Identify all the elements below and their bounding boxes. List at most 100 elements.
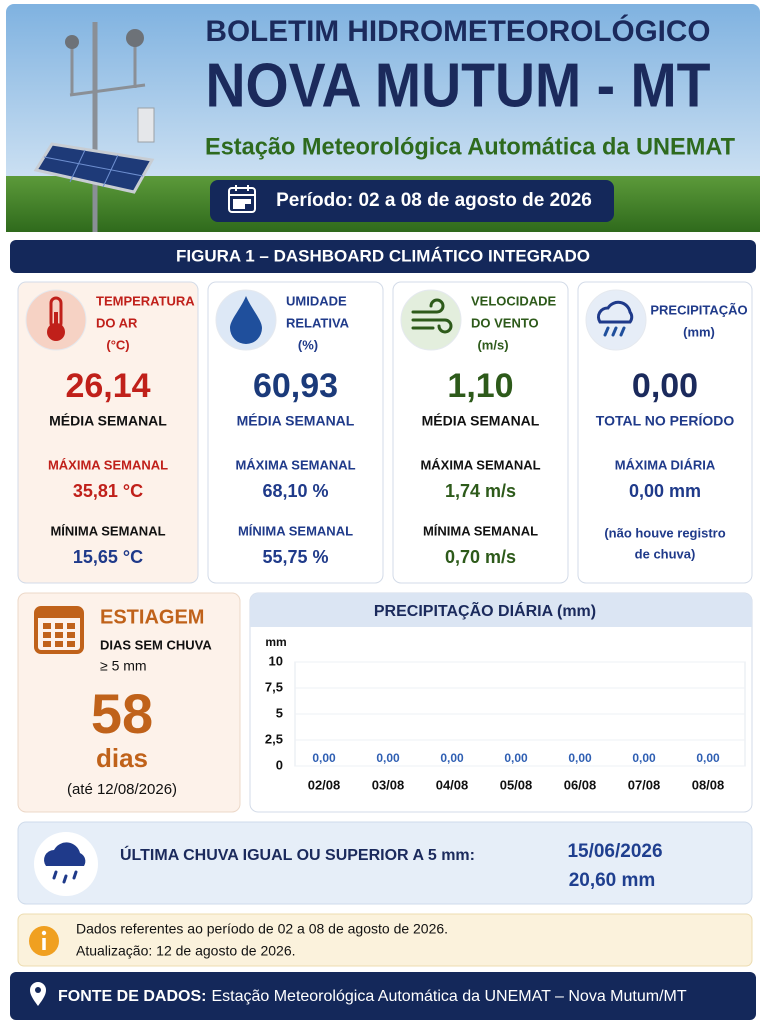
- icon-part: [47, 323, 65, 341]
- card-min-value: 15,65 °C: [73, 547, 143, 567]
- chart-title: PRECIPITAÇÃO DIÁRIA (mm): [374, 600, 596, 620]
- icon-part: [55, 641, 63, 647]
- icon-part: [55, 623, 63, 629]
- estiagem-title: ESTIAGEM: [100, 606, 204, 628]
- icon-part: [43, 641, 51, 647]
- note-box: [17, 913, 753, 967]
- estiagem-box: [17, 592, 241, 813]
- estiagem-days: 58: [91, 682, 153, 745]
- value-label: 0,00: [504, 751, 528, 765]
- footer-text: Estação Meteorológica Automática da UNEM…: [211, 988, 686, 1005]
- y-tick-label: 10: [269, 653, 283, 668]
- card-main-label: MÉDIA SEMANAL: [237, 413, 355, 429]
- x-tick-label: 06/08: [564, 777, 597, 792]
- pin-icon: [30, 982, 46, 1006]
- info-icon-dot: [41, 930, 47, 936]
- card-icon: [47, 296, 65, 341]
- card: [392, 281, 569, 584]
- icon-part: [67, 632, 75, 638]
- header-title: BOLETIM HIDROMETEOROLÓGICO: [206, 14, 711, 48]
- card-heading: TEMPERATURA: [96, 293, 195, 308]
- last-rain-box: [17, 821, 753, 905]
- icon-part: [36, 608, 82, 618]
- card-min-label: MÍNIMA SEMANAL: [238, 523, 353, 538]
- card-note: de chuva): [635, 546, 696, 561]
- calendar-icon: [228, 185, 256, 213]
- card-main-value: 26,14: [65, 367, 150, 405]
- card: [17, 281, 199, 584]
- value-label: 0,00: [632, 751, 656, 765]
- last-rain-icon: [44, 842, 86, 866]
- icon-part: [55, 632, 63, 638]
- value-label: 0,00: [440, 751, 464, 765]
- value-label: 0,00: [376, 751, 400, 765]
- header-city: NOVA MUTUM - MT: [206, 51, 711, 120]
- icon-part: [230, 296, 262, 344]
- card-icon: [230, 296, 262, 344]
- card-icon: [411, 298, 453, 334]
- pin-hole: [35, 987, 41, 993]
- period-pill: [210, 180, 614, 222]
- card-icon: [596, 300, 634, 337]
- icon-part: [596, 300, 634, 324]
- icon-part: [411, 298, 445, 314]
- card-max-value: 1,74 m/s: [445, 481, 516, 501]
- icon-part: [619, 326, 626, 337]
- chart-header: [250, 593, 752, 627]
- value-label: 0,00: [696, 751, 720, 765]
- card-icon-bg: [585, 289, 647, 351]
- card-heading: PRECIPITAÇÃO: [650, 302, 747, 317]
- card-heading: DO VENTO: [471, 315, 539, 330]
- card-min-value: 0,70 m/s: [445, 547, 516, 567]
- card-main-label: TOTAL NO PERÍODO: [596, 413, 735, 429]
- card-heading: RELATIVA: [286, 315, 350, 330]
- last-rain-label: ÚLTIMA CHUVA IGUAL OU SUPERIOR A 5 mm:: [120, 845, 475, 864]
- card-main-value: 60,93: [253, 367, 338, 405]
- card-main-label: MÉDIA SEMANAL: [49, 413, 167, 429]
- y-tick-label: 7,5: [265, 679, 283, 694]
- dashboard-bar: [10, 240, 756, 273]
- period: Período: 02 a 08 de agosto de 2026: [276, 190, 592, 211]
- card-max-label: MÁXIMA SEMANAL: [420, 457, 540, 472]
- estiagem-until: (até 12/08/2026): [67, 781, 177, 798]
- card-max-label: MÁXIMA SEMANAL: [235, 457, 355, 472]
- note-line: Atualização: 12 de agosto de 2026.: [76, 943, 296, 959]
- card-heading: (%): [298, 337, 318, 352]
- header-subtitle: Estação Meteorológica Automática da UNEM…: [205, 133, 735, 160]
- icon-part: [411, 318, 453, 334]
- card-heading: (°C): [106, 337, 129, 352]
- card-min-value: 55,75 %: [262, 547, 328, 567]
- estiagem-unit: dias: [96, 743, 148, 773]
- note-line: Dados referentes ao período de 02 a 08 d…: [76, 921, 448, 937]
- x-tick-label: 08/08: [692, 777, 725, 792]
- estiagem-label: DIAS SEM CHUVA: [100, 637, 212, 652]
- card: [577, 281, 753, 584]
- icon-part: [43, 632, 51, 638]
- x-tick-label: 03/08: [372, 777, 405, 792]
- estiagem-threshold: ≥ 5 mm: [100, 658, 147, 674]
- value-label: 0,00: [312, 751, 336, 765]
- last-rain-date: 15/06/2026: [567, 841, 662, 862]
- card: [207, 281, 384, 584]
- x-tick-label: 04/08: [436, 777, 469, 792]
- card-max-label: MÁXIMA SEMANAL: [48, 457, 168, 472]
- icon-part: [611, 326, 618, 337]
- rain-drop: [52, 870, 58, 880]
- icon-part: [603, 326, 610, 337]
- y-tick-label: 0: [276, 757, 283, 772]
- x-tick-label: 05/08: [500, 777, 533, 792]
- y-tick-label: 5: [276, 705, 283, 720]
- y-axis-label: mm: [265, 635, 286, 649]
- value-label: 0,00: [568, 751, 592, 765]
- card-heading: (m/s): [477, 337, 508, 352]
- card-max-value: 35,81 °C: [73, 481, 143, 501]
- card-note: (não houve registro: [604, 525, 725, 540]
- card-heading: VELOCIDADE: [471, 293, 557, 308]
- card-heading: UMIDADE: [286, 293, 347, 308]
- dashboard-title: FIGURA 1 – DASHBOARD CLIMÁTICO INTEGRADO: [176, 246, 590, 265]
- card-max-label: MÁXIMA DIÁRIA: [615, 457, 716, 472]
- last-rain-amount: 20,60 mm: [569, 870, 656, 891]
- icon-part: [67, 623, 75, 629]
- icon-part: [67, 641, 75, 647]
